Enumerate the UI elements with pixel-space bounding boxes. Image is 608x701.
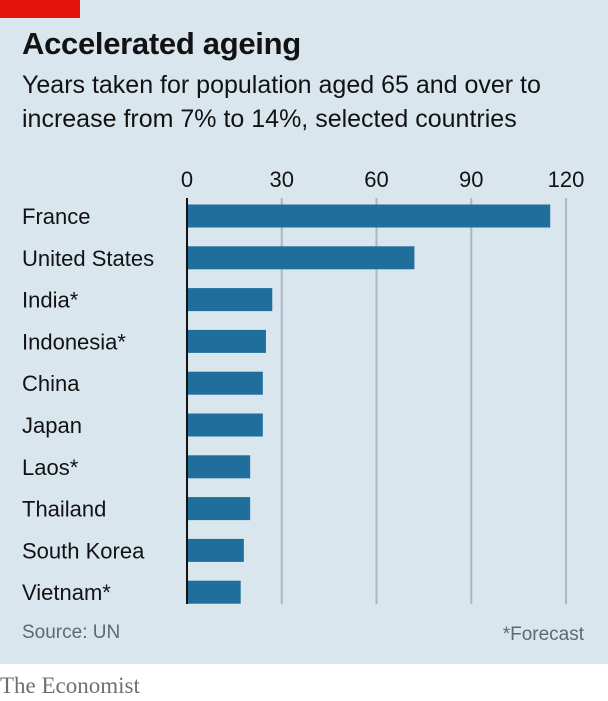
bar-south-korea [187, 538, 244, 562]
x-tick-label: 60 [364, 167, 388, 192]
x-tick-label: 120 [548, 167, 585, 192]
x-tick-label: 90 [459, 167, 483, 192]
category-labels: France United States India* Indonesia* China… [22, 204, 154, 605]
bar-china [187, 371, 263, 395]
bar-chart: 0 30 60 90 120 France United States India* Indo… [22, 167, 584, 605]
bars [187, 204, 551, 604]
chart-title: Accelerated ageing [22, 26, 301, 61]
bar-laos [187, 455, 251, 479]
bar-india [187, 288, 273, 312]
category-label: Laos* [22, 455, 79, 480]
chart-panel [0, 0, 608, 664]
category-label: Thailand [22, 497, 106, 522]
x-axis-ticks: 0 30 60 90 120 [181, 167, 584, 192]
category-label: Indonesia* [22, 329, 126, 354]
category-label: United States [22, 246, 154, 271]
bar-united-states [187, 246, 415, 270]
bar-france [187, 204, 551, 228]
x-tick-label: 30 [270, 167, 294, 192]
category-label: China [22, 371, 80, 396]
forecast-footnote: *Forecast [502, 624, 584, 645]
category-label: India* [22, 288, 79, 313]
source-note: Source: UN [22, 622, 121, 643]
economist-logo-text: The Economist [0, 673, 140, 698]
category-label: South Korea [22, 538, 145, 563]
category-label: France [22, 204, 90, 229]
category-label: Japan [22, 413, 82, 438]
brand-red-tag [0, 0, 80, 18]
bar-indonesia [187, 329, 266, 353]
bar-vietnam [187, 580, 241, 604]
bar-japan [187, 413, 263, 437]
category-label: Vietnam* [22, 580, 111, 605]
chart-subtitle: Years taken for population aged 65 and o… [22, 71, 541, 133]
x-tick-label: 0 [181, 167, 193, 192]
bar-thailand [187, 497, 251, 521]
